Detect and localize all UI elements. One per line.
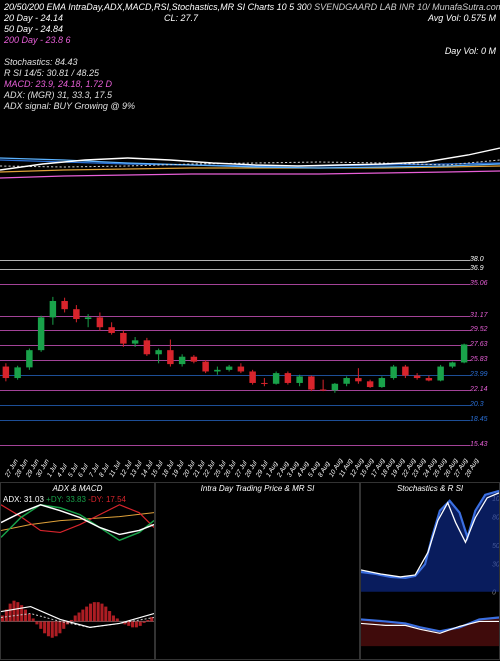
panel-title: Intra Day Trading Price & MR SI — [156, 484, 359, 493]
bottom-panels: ADX & MACD ADX: 31.03 +DY: 33.83 -DY: 17… — [0, 482, 500, 660]
price-tick: 38.0 — [470, 256, 484, 263]
price-tick: 23.99 — [470, 371, 488, 378]
adx-values: ADX: 31.03 +DY: 33.83 -DY: 17.54 — [3, 495, 126, 504]
indicator-line: Stochastics: 84.43 — [4, 57, 496, 68]
price-tick: 31.17 — [470, 312, 488, 319]
avg-vol: Avg Vol: 0.575 M — [428, 13, 496, 46]
indicator-line: MACD: 23.9, 24.18, 1.72 D — [4, 79, 496, 90]
ma-label: 20 Day - 24.14 — [4, 13, 144, 24]
header-right: 0 SVENDGAARD LAB INR 10/ MunafaSutra.com — [307, 2, 500, 13]
price-tick: 36.9 — [470, 265, 484, 272]
price-tick: 27.63 — [470, 341, 488, 348]
ema-chart — [0, 100, 500, 210]
ma-label: 50 Day - 24.84 — [4, 24, 144, 35]
panel-title: Stochastics & R SI — [361, 484, 499, 493]
price-tick: 35.06 — [470, 280, 488, 287]
close-value: CL: 27.7 — [164, 13, 198, 46]
day-vol: Day Vol: 0 M — [445, 46, 496, 56]
header: 20/50/200 EMA IntraDay,ADX,MACD,RSI,Stoc… — [0, 0, 500, 114]
ma-label: 200 Day - 23.8 6 — [4, 35, 144, 46]
price-tick: 22.14 — [470, 386, 488, 393]
price-tick: 25.83 — [470, 356, 488, 363]
adx-macd-panel: ADX & MACD ADX: 31.03 +DY: 33.83 -DY: 17… — [0, 482, 155, 660]
price-tick: 20.3 — [470, 401, 484, 408]
panel-title: ADX & MACD — [1, 484, 154, 493]
date-axis: 27 Jun28 Jun29 Jun30 Jun1 Jul4 Jul5 Jul6… — [0, 445, 470, 481]
intraday-panel: Intra Day Trading Price & MR SI — [155, 482, 360, 660]
price-tick: 18.45 — [470, 416, 488, 423]
price-tick: 29.52 — [470, 326, 488, 333]
price-scale: 38.036.935.0631.1729.5227.6325.8323.9922… — [470, 260, 500, 445]
stochastics-panel: Stochastics & R SI 0305080100 — [360, 482, 500, 660]
header-left: 20/50/200 EMA IntraDay,ADX,MACD,RSI,Stoc… — [4, 2, 307, 13]
price-tick: 15.43 — [470, 441, 488, 448]
candle-chart — [0, 260, 470, 445]
indicator-line: R SI 14/5: 30.81 / 48.25 — [4, 68, 496, 79]
